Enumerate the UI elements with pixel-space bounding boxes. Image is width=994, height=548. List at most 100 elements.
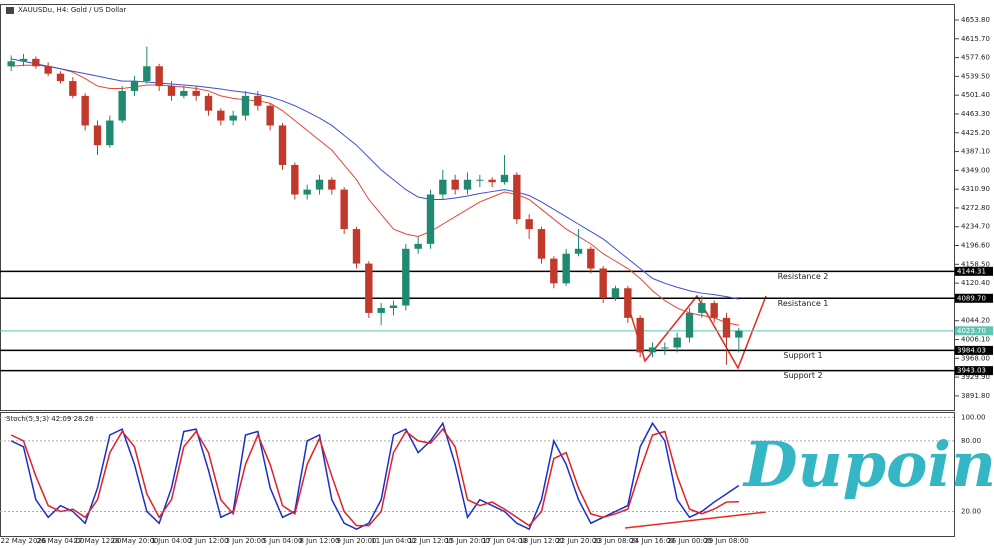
y-tick-label: 4501.40 (961, 91, 990, 99)
candle-body (402, 248, 410, 306)
candle-body (525, 219, 533, 230)
candle-body (377, 307, 385, 313)
y-tick-label: 4577.60 (961, 54, 990, 62)
y-tick-label: 4310.90 (961, 185, 990, 193)
candle-body (192, 90, 200, 96)
chart-title: XAUUSDu, H4: Gold / US Dollar (18, 6, 126, 14)
x-tick-label: 26 May 04:00 (36, 537, 84, 545)
candle-body (574, 248, 583, 254)
y-tick-label: 3891.80 (961, 392, 990, 400)
candle-body (513, 174, 521, 220)
x-tick-label: 9 Jun 20:00 (336, 537, 376, 545)
level-label: 4089.70 (957, 294, 986, 302)
candle-body (488, 179, 496, 183)
candle-body (155, 66, 163, 86)
x-tick-label: 2 Jun 12:00 (188, 537, 228, 545)
candle-body (93, 125, 102, 146)
x-tick-label: 26 Jun 00:00 (667, 537, 711, 545)
candle-body (599, 268, 607, 299)
y-tick-label: 4158.50 (961, 260, 990, 268)
level-label: 4144.31 (957, 267, 986, 275)
x-tick-label: 22 May 2026 (1, 537, 47, 545)
candle-body (624, 288, 632, 318)
level-box (955, 366, 993, 376)
candle-body (389, 305, 398, 308)
candle-body (278, 125, 287, 165)
x-tick-label: 12 Jun 12:00 (408, 537, 452, 545)
level-name: Resistance 2 (778, 272, 829, 281)
candle-body (254, 95, 262, 106)
y-tick-label: 100.00 (961, 413, 986, 421)
stoch-title: Stoch(5,3,3) 42.09 28.26 (6, 415, 94, 423)
candle-body (106, 120, 114, 146)
candle-body (7, 61, 15, 67)
x-tick-label: 28 May 20:00 (110, 537, 158, 545)
candle-body (340, 189, 348, 230)
y-tick-label: 4463.30 (961, 110, 990, 118)
x-tick-label: 18 Jun 12:00 (519, 537, 563, 545)
level-label: 4023.70 (957, 327, 986, 335)
x-tick-label: 29 Jun 08:00 (704, 537, 748, 545)
y-tick-label: 4272.80 (961, 204, 990, 212)
candle-body (229, 115, 237, 121)
level-name: Support 2 (783, 371, 822, 380)
y-tick-label: 4615.70 (961, 35, 990, 43)
logo: Dupoin (742, 428, 994, 501)
candle-body (56, 73, 65, 82)
level-label: 3943.03 (957, 367, 986, 375)
stoch-line (10, 421, 740, 531)
candle-body (130, 81, 139, 91)
y-tick-label: 3968.00 (961, 354, 990, 362)
candle-body (241, 95, 250, 116)
candle-body (204, 95, 213, 111)
candle-body (167, 86, 176, 96)
candle-body (328, 179, 336, 190)
candle-body (352, 229, 361, 264)
candle-body (426, 194, 435, 244)
candle-body (118, 90, 126, 121)
candle-body (611, 288, 620, 299)
y-tick-label: 4425.20 (961, 129, 990, 137)
stoch-frame (0, 412, 955, 537)
candle-body (648, 347, 657, 353)
candle-body (451, 179, 459, 190)
candle-body (722, 317, 731, 338)
candle-body (698, 303, 706, 313)
y-tick-label: 80.00 (961, 437, 981, 445)
y-tick-label: 4387.10 (961, 148, 990, 156)
candle-body (587, 248, 595, 269)
x-tick-label: 8 Jun 12:00 (299, 537, 339, 545)
y-tick-label: 4349.00 (961, 166, 990, 174)
candle-body (303, 189, 311, 195)
y-tick-label: 4006.10 (961, 336, 990, 344)
level-box (955, 293, 993, 303)
candle-body (550, 258, 558, 284)
level-box (955, 326, 993, 336)
candle-body (537, 229, 546, 259)
y-tick-label: 4044.20 (961, 317, 990, 325)
candle-body (476, 179, 484, 181)
x-tick-label: 17 Jun 04:00 (482, 537, 526, 545)
x-tick-label: 22 Jun 20:00 (556, 537, 600, 545)
level-name: Support 1 (783, 351, 822, 360)
y-tick-label: 4539.50 (961, 72, 990, 80)
candle-body (562, 253, 570, 284)
level-box (955, 345, 993, 355)
x-tick-label: 15 Jun 20:00 (445, 537, 489, 545)
candle-body (32, 58, 40, 67)
x-tick-label: 11 Jun 04:00 (371, 537, 415, 545)
candle-body (315, 179, 324, 190)
candle-body (685, 312, 694, 338)
candle-body (636, 317, 644, 353)
x-tick-label: 27 May 12:00 (73, 537, 121, 545)
y-tick-label: 4653.80 (961, 16, 990, 24)
level-box (955, 266, 993, 276)
x-tick-label: 5 Jun 04:00 (262, 537, 302, 545)
candle-body (735, 330, 743, 338)
candle-body (291, 164, 299, 195)
candle-body (365, 263, 373, 313)
y-tick-label: 3929.90 (961, 373, 990, 381)
candle-body (69, 81, 77, 96)
icon (6, 7, 14, 14)
